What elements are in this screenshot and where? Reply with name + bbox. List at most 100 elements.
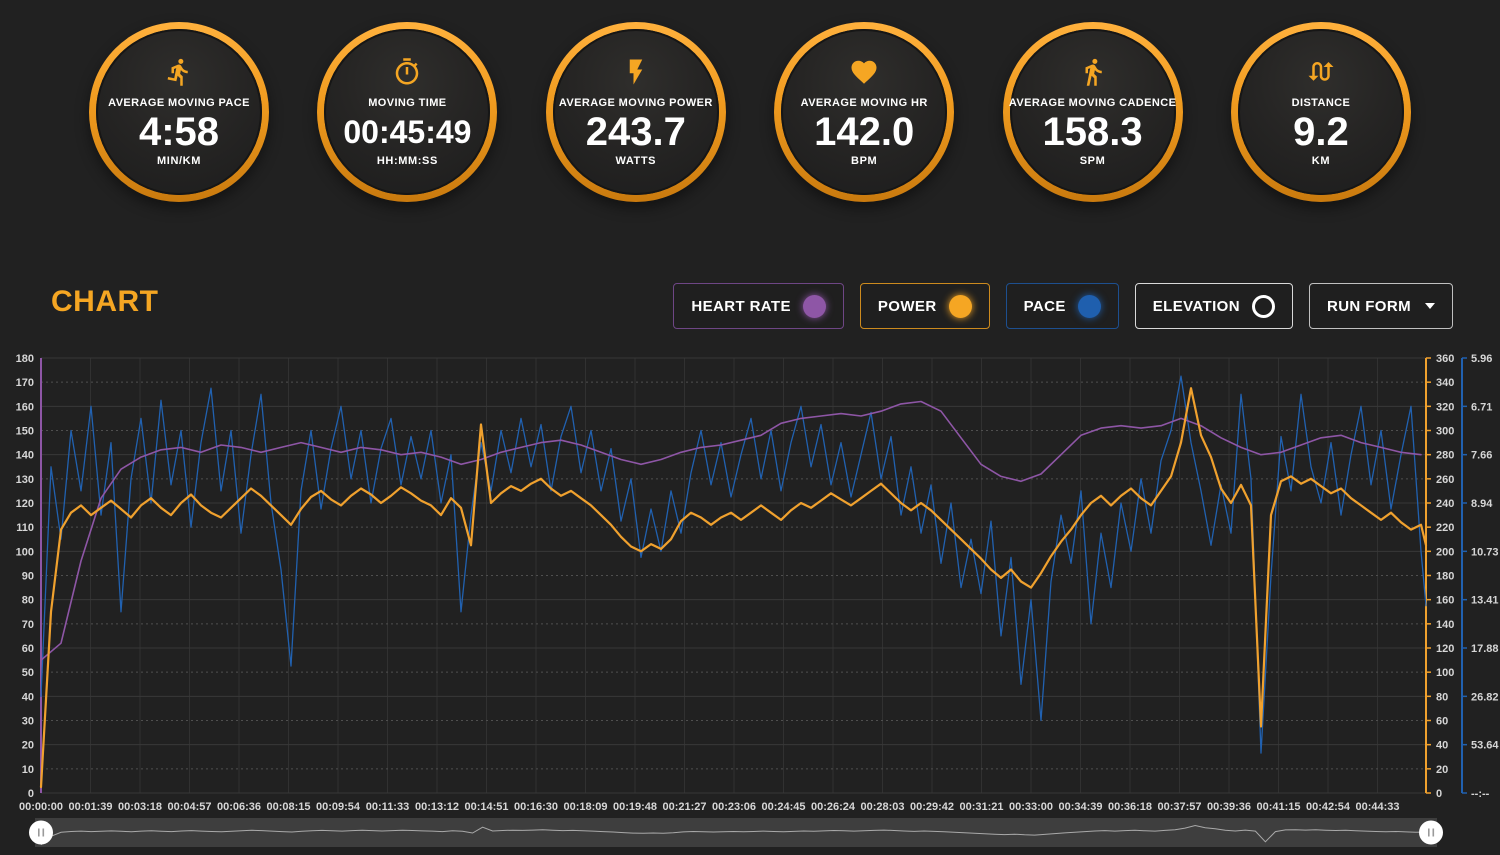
svg-text:280: 280 — [1436, 450, 1454, 462]
svg-text:00:18:09: 00:18:09 — [563, 801, 607, 813]
gauge-moving-time: MOVING TIME 00:45:49 HH:MM:SS — [317, 22, 498, 202]
stopwatch-icon — [392, 57, 422, 87]
walker-icon — [1078, 57, 1108, 87]
chevron-down-icon — [1425, 303, 1435, 309]
x-grid: 00:00:00 00:01:39 00:03:18 00:04:57 00:06:36… — [19, 358, 1400, 813]
svg-text:120: 120 — [16, 498, 34, 510]
navigator-track[interactable] — [35, 818, 1437, 847]
svg-text:10: 10 — [22, 764, 34, 776]
y-grid — [41, 357, 1426, 794]
svg-text:00:19:48: 00:19:48 — [613, 801, 657, 813]
heart-rate-axis: 0 10 20 30 40 50 60 70 80 90 100 110 120 130 140 150 160… — [16, 353, 42, 800]
svg-text:00:23:06: 00:23:06 — [712, 801, 756, 813]
gauge-unit: HH:MM:SS — [376, 155, 438, 168]
svg-text:00:26:24: 00:26:24 — [811, 801, 856, 813]
svg-text:320: 320 — [1436, 401, 1454, 413]
svg-text:160: 160 — [1436, 595, 1454, 607]
gauge-unit: KM — [1311, 155, 1331, 167]
svg-text:180: 180 — [1436, 571, 1454, 583]
svg-text:110: 110 — [16, 522, 34, 534]
svg-text:00:11:33: 00:11:33 — [366, 801, 409, 813]
power-toggle-label: POWER — [877, 297, 937, 315]
gauge-value: 4:58 — [138, 110, 220, 154]
svg-text:00:44:33: 00:44:33 — [1355, 801, 1399, 813]
gauge-average-moving-cadence: AVERAGE MOVING CADENCE 158.3 SPM — [1002, 22, 1183, 202]
gauge-average-moving-hr: AVERAGE MOVING HR 142.0 BPM — [774, 22, 955, 202]
svg-text:130: 130 — [16, 474, 34, 486]
run-form-dropdown-button[interactable]: RUN FORM — [1308, 283, 1453, 329]
svg-text:100: 100 — [1436, 667, 1454, 679]
gauge-label: DISTANCE — [1291, 97, 1351, 109]
gauges-row: AVERAGE MOVING PACE 4:58 MIN/KM MOVING T… — [0, 22, 1500, 202]
svg-text:80: 80 — [22, 595, 34, 607]
elevation-dot — [1251, 294, 1275, 318]
svg-text:300: 300 — [1436, 426, 1454, 438]
svg-text:00:13:12: 00:13:12 — [415, 801, 459, 813]
svg-text:50: 50 — [22, 667, 34, 679]
pace-dot — [1077, 294, 1101, 318]
svg-text:0: 0 — [28, 788, 34, 800]
svg-text:80: 80 — [1436, 691, 1448, 703]
elevation-toggle-button[interactable]: ELEVATION — [1134, 283, 1293, 329]
navigator-left-handle[interactable] — [29, 820, 53, 845]
svg-text:6.71: 6.71 — [1471, 401, 1492, 413]
svg-text:20: 20 — [22, 740, 34, 752]
svg-text:150: 150 — [16, 426, 34, 438]
svg-text:53.64: 53.64 — [1471, 740, 1499, 752]
svg-text:120: 120 — [1436, 643, 1454, 655]
gauge-unit: SPM — [1079, 155, 1106, 167]
svg-text:60: 60 — [1436, 716, 1448, 728]
gauge-label: AVERAGE MOVING HR — [800, 97, 928, 109]
pace-toggle-button[interactable]: PACE — [1005, 283, 1119, 329]
svg-text:5.96: 5.96 — [1471, 353, 1492, 365]
activity-chart[interactable]: 00:00:00 00:01:39 00:03:18 00:04:57 00:06:36… — [0, 348, 1500, 814]
gauge-value: 142.0 — [814, 110, 915, 154]
gauge-label: AVERAGE MOVING PACE — [108, 97, 250, 109]
route-icon — [1306, 57, 1336, 87]
navigator-right-handle[interactable] — [1419, 820, 1443, 845]
svg-text:00:33:00: 00:33:00 — [1009, 801, 1053, 813]
heart-icon — [849, 57, 879, 87]
svg-text:00:29:42: 00:29:42 — [910, 801, 954, 813]
svg-text:200: 200 — [1436, 546, 1454, 558]
power-series — [39, 387, 1428, 789]
run-form-label: RUN FORM — [1326, 297, 1411, 315]
svg-text:60: 60 — [22, 643, 34, 655]
svg-text:40: 40 — [1436, 740, 1448, 752]
power-toggle-button[interactable]: POWER — [859, 283, 990, 329]
runner-icon — [164, 57, 194, 87]
bolt-icon — [621, 57, 651, 87]
pace-series — [40, 375, 1427, 754]
svg-text:00:41:15: 00:41:15 — [1256, 801, 1300, 813]
svg-text:00:42:54: 00:42:54 — [1306, 801, 1351, 813]
svg-text:00:00:00: 00:00:00 — [19, 801, 63, 813]
svg-text:7.66: 7.66 — [1471, 450, 1492, 462]
power-axis: 0 20 40 60 80 100 120 140 160 180 200 220 240 260 280 3… — [1425, 353, 1454, 800]
svg-text:00:16:30: 00:16:30 — [514, 801, 558, 813]
svg-text:00:34:39: 00:34:39 — [1058, 801, 1102, 813]
gauge-value: 158.3 — [1042, 110, 1143, 154]
svg-text:30: 30 — [22, 716, 34, 728]
heart-rate-toggle-button[interactable]: HEART RATE — [673, 283, 844, 329]
navigator-overview-line — [40, 824, 1437, 846]
svg-text:260: 260 — [1436, 474, 1454, 486]
chart-section-title: CHART — [51, 285, 159, 318]
svg-text:26.82: 26.82 — [1471, 691, 1499, 703]
svg-text:340: 340 — [1436, 377, 1454, 389]
svg-text:00:36:18: 00:36:18 — [1108, 801, 1152, 813]
gauge-unit: BPM — [851, 155, 878, 167]
svg-text:10.73: 10.73 — [1471, 546, 1499, 558]
svg-text:00:01:39: 00:01:39 — [68, 801, 112, 813]
svg-text:00:09:54: 00:09:54 — [316, 801, 361, 813]
svg-text:--:--: --:-- — [1471, 788, 1490, 800]
pace-axis: 5.96 6.71 7.66 8.94 10.73 13.41 17.88 26.82 53.6… — [1461, 353, 1499, 800]
gauge-value: 00:45:49 — [343, 113, 472, 150]
svg-text:00:37:57: 00:37:57 — [1157, 801, 1201, 813]
svg-text:160: 160 — [16, 401, 34, 413]
chart-navigator[interactable] — [0, 814, 1500, 855]
gauge-value: 243.7 — [585, 110, 686, 154]
svg-text:00:03:18: 00:03:18 — [118, 801, 162, 813]
svg-text:8.94: 8.94 — [1471, 498, 1493, 510]
svg-text:360: 360 — [1436, 353, 1454, 365]
